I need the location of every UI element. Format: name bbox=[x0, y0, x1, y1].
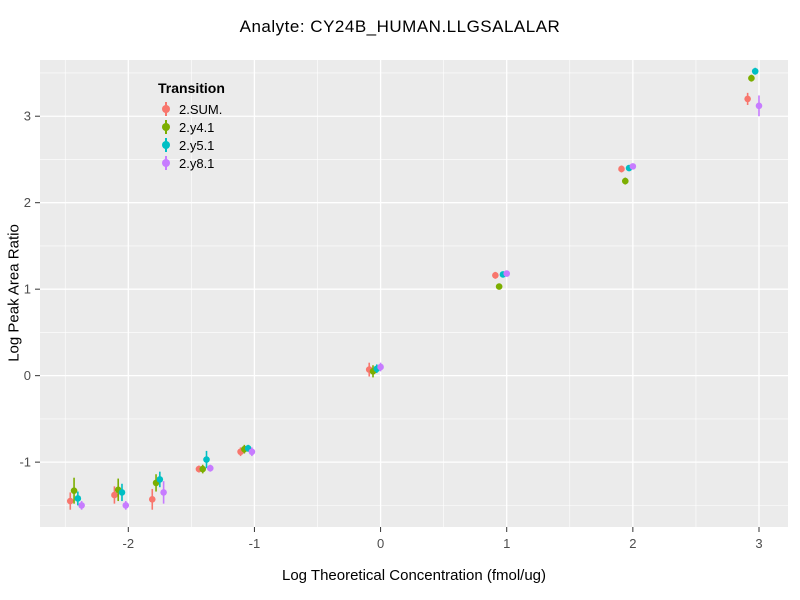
y-tick-label: 0 bbox=[24, 368, 31, 383]
plot-panel bbox=[40, 60, 788, 527]
data-point bbox=[629, 163, 637, 170]
data-point bbox=[66, 497, 74, 505]
data-point bbox=[111, 491, 118, 499]
data-point bbox=[377, 363, 384, 371]
data-point bbox=[621, 177, 629, 185]
data-point bbox=[503, 270, 511, 277]
data-point bbox=[755, 102, 763, 110]
legend-title: Transition bbox=[158, 80, 225, 96]
data-point bbox=[495, 283, 503, 290]
data-point bbox=[199, 465, 207, 473]
data-point bbox=[78, 502, 85, 509]
legend-symbol-icon bbox=[158, 119, 174, 135]
legend-label: 2.y4.1 bbox=[179, 119, 215, 135]
legend-symbol-icon bbox=[158, 137, 174, 153]
data-point bbox=[118, 489, 126, 496]
data-point bbox=[751, 67, 759, 75]
y-tick-label: 2 bbox=[24, 195, 31, 210]
legend-label: 2.y8.1 bbox=[179, 155, 215, 171]
data-point bbox=[74, 495, 82, 502]
y-tick-label: -1 bbox=[19, 455, 31, 470]
x-axis-label: Log Theoretical Concentration (fmol/ug) bbox=[281, 567, 547, 584]
data-point bbox=[744, 95, 751, 103]
x-tick-label: -2 bbox=[123, 536, 135, 551]
data-point bbox=[156, 476, 164, 483]
data-point bbox=[748, 74, 755, 82]
data-point bbox=[160, 489, 167, 496]
x-tick-label: 0 bbox=[377, 536, 384, 551]
x-tick-label: 2 bbox=[629, 536, 636, 551]
y-axis-label: Log Peak Area Ratio bbox=[5, 224, 23, 362]
legend-symbol-icon bbox=[158, 155, 174, 171]
legend-entry: 2.SUM. bbox=[158, 100, 225, 118]
x-tick-label: 3 bbox=[755, 536, 762, 551]
legend-entry: 2.y8.1 bbox=[158, 154, 225, 172]
legend-label: 2.y5.1 bbox=[179, 137, 215, 153]
data-point bbox=[206, 464, 214, 472]
data-point bbox=[70, 487, 78, 494]
x-tick-label: 1 bbox=[503, 536, 510, 551]
data-point bbox=[203, 456, 210, 463]
legend-entry: 2.y4.1 bbox=[158, 118, 225, 136]
legend: Transition 2.SUM. 2.y4.1 2.y5.1 2.y8.1 bbox=[158, 80, 225, 172]
legend-label: 2.SUM. bbox=[179, 101, 223, 117]
chart-title: Analyte: CY24B_HUMAN.LLGSALALAR bbox=[239, 17, 561, 36]
x-tick-label: -1 bbox=[249, 536, 261, 551]
data-point bbox=[122, 502, 130, 509]
data-point bbox=[492, 272, 499, 279]
data-point bbox=[148, 496, 156, 503]
y-tick-label: 3 bbox=[24, 109, 31, 124]
y-tick-label: 1 bbox=[24, 282, 31, 297]
legend-symbol-icon bbox=[158, 101, 174, 117]
legend-entry: 2.y5.1 bbox=[158, 136, 225, 154]
data-point bbox=[618, 165, 625, 173]
data-point bbox=[248, 448, 256, 456]
